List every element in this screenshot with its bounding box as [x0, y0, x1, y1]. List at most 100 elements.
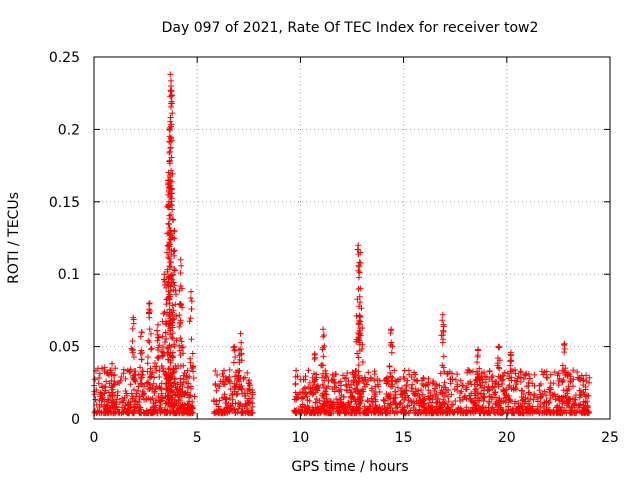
data-point [385, 392, 392, 399]
data-point [441, 368, 448, 375]
data-point [546, 399, 553, 406]
data-point [169, 311, 176, 318]
data-point [522, 394, 529, 401]
data-point [118, 374, 125, 381]
data-point [356, 274, 363, 281]
data-point [573, 409, 580, 416]
data-point [337, 396, 344, 403]
data-point [433, 381, 440, 388]
data-point [214, 372, 221, 379]
data-point [355, 321, 362, 328]
data-point [400, 373, 407, 380]
data-point [170, 271, 177, 278]
data-point [390, 399, 397, 406]
data-point [135, 383, 142, 390]
data-point [498, 409, 505, 416]
data-point [164, 386, 171, 393]
data-point [220, 367, 227, 374]
data-point [146, 300, 153, 307]
data-point [334, 399, 341, 406]
data-point [401, 367, 408, 374]
data-point [321, 384, 328, 391]
data-point [520, 390, 527, 397]
data-point [302, 390, 309, 397]
data-point [303, 391, 310, 398]
data-point [187, 295, 194, 302]
data-point [235, 405, 242, 412]
data-point [166, 342, 173, 349]
data-point [213, 387, 220, 394]
data-point [329, 371, 336, 378]
data-point [149, 384, 156, 391]
data-point [418, 387, 425, 394]
data-point [364, 397, 371, 404]
data-point [157, 385, 164, 392]
data-point [130, 409, 137, 416]
data-point [131, 386, 138, 393]
data-point [114, 379, 121, 386]
data-point [130, 403, 137, 410]
data-point [474, 352, 481, 359]
data-point [222, 400, 229, 407]
data-point [171, 267, 178, 274]
data-point [184, 374, 191, 381]
data-point [179, 304, 186, 311]
data-point [469, 368, 476, 375]
data-point [440, 353, 447, 360]
data-point [171, 227, 178, 234]
data-point [153, 367, 160, 374]
data-point [99, 384, 106, 391]
data-point [352, 374, 359, 381]
data-point [361, 403, 368, 410]
data-point [168, 100, 175, 107]
data-point [457, 377, 464, 384]
data-point [483, 409, 490, 416]
data-point [499, 410, 506, 417]
data-point [221, 406, 228, 413]
data-point [394, 404, 401, 411]
data-point [304, 408, 311, 415]
data-point [432, 392, 439, 399]
data-point [477, 382, 484, 389]
data-point [171, 316, 178, 323]
data-point [314, 387, 321, 394]
data-point [155, 355, 162, 362]
data-point [415, 402, 422, 409]
data-point [170, 217, 177, 224]
data-point [145, 337, 152, 344]
data-point [171, 266, 178, 273]
data-point [299, 407, 306, 414]
data-point [312, 399, 319, 406]
data-point [165, 221, 172, 228]
data-point [180, 376, 187, 383]
data-point [173, 337, 180, 344]
data-point [387, 369, 394, 376]
data-point [313, 384, 320, 391]
data-point [168, 334, 175, 341]
data-point [305, 404, 312, 411]
data-point [129, 325, 136, 332]
data-point [190, 368, 197, 375]
data-point [580, 407, 587, 414]
data-point [561, 340, 568, 347]
data-point [467, 396, 474, 403]
data-point [359, 377, 366, 384]
data-point [216, 397, 223, 404]
data-point [293, 367, 300, 374]
data-point [498, 377, 505, 384]
data-point [139, 368, 146, 375]
data-point [101, 364, 108, 371]
data-point [164, 249, 171, 256]
data-point [122, 388, 129, 395]
data-point [403, 381, 410, 388]
data-point [136, 409, 143, 416]
data-point [355, 362, 362, 369]
data-point [345, 378, 352, 385]
data-point [544, 374, 551, 381]
data-point [105, 389, 112, 396]
data-point [148, 330, 155, 337]
data-point [322, 409, 329, 416]
data-point [399, 385, 406, 392]
data-point [466, 393, 473, 400]
data-point [320, 401, 327, 408]
